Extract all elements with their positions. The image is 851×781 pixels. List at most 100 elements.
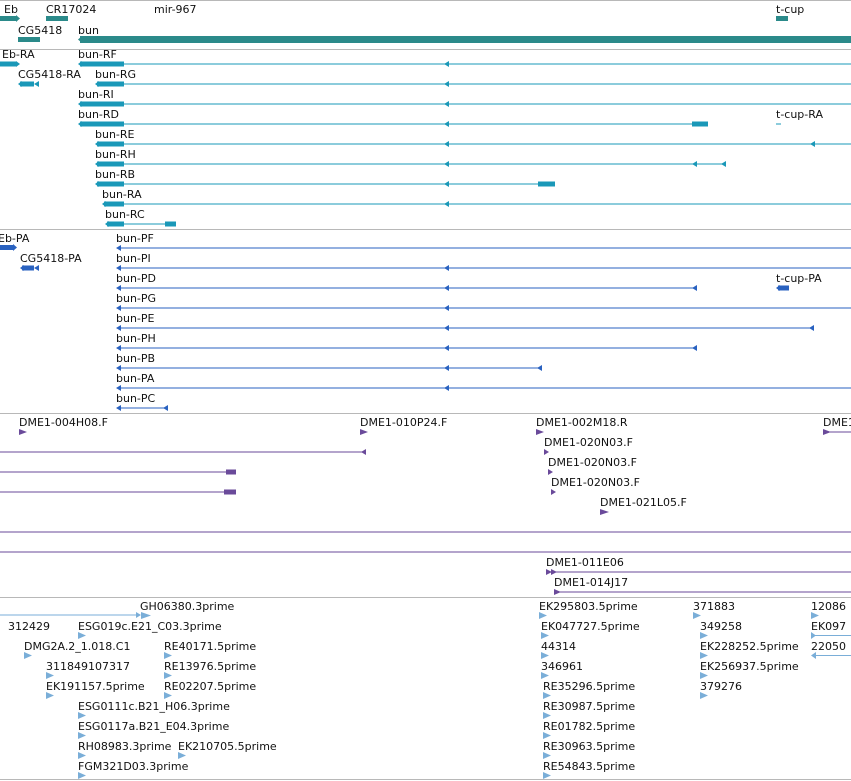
- transcript-label-bun-re[interactable]: bun-RE: [95, 128, 135, 141]
- est-label-312429[interactable]: 312429: [8, 620, 50, 633]
- est-311849[interactable]: [46, 672, 54, 679]
- clone-020n03-c[interactable]: [551, 489, 556, 495]
- clone-line-492[interactable]: [0, 489, 236, 495]
- est-line-635-right[interactable]: [811, 632, 851, 639]
- est-ek047727[interactable]: [541, 632, 549, 639]
- gene-feature-t-cup[interactable]: [776, 16, 788, 21]
- protein-bun-pi[interactable]: [116, 265, 851, 271]
- gene-feature-bun[interactable]: [78, 36, 851, 43]
- protein-label-bun-pa[interactable]: bun-PA: [116, 372, 155, 385]
- transcript-label-bun-ri[interactable]: bun-RI: [78, 88, 114, 101]
- transcript-label-bun-rh[interactable]: bun-RH: [95, 148, 136, 161]
- est-label-371883[interactable]: 371883: [693, 600, 735, 613]
- est-dmg2a[interactable]: [24, 652, 32, 659]
- protein-label-bun-pi[interactable]: bun-PI: [116, 252, 151, 265]
- clone-002m18[interactable]: [536, 429, 544, 435]
- est-gh06380[interactable]: [141, 612, 151, 619]
- est-label-re01782-5prime[interactable]: RE01782.5prime: [543, 720, 635, 733]
- gene-feature-cr17024[interactable]: [46, 16, 68, 21]
- clone-020n03-b[interactable]: [548, 469, 553, 475]
- clone-label-dme1-004h08-f[interactable]: DME1-004H08.F: [19, 416, 108, 429]
- clone-label-dme1-002m18-r[interactable]: DME1-002M18.R: [536, 416, 628, 429]
- est-label-ek047727-5prime[interactable]: EK047727.5prime: [541, 620, 640, 633]
- est-label-311849107317[interactable]: 311849107317: [46, 660, 130, 673]
- transcript-bun-rg[interactable]: [95, 81, 851, 87]
- est-line-655-right[interactable]: [811, 652, 851, 659]
- clone-label-dme1-021l05-f[interactable]: DME1-021L05.F: [600, 496, 687, 509]
- est-re30963[interactable]: [543, 752, 551, 759]
- gene-label-cg5418[interactable]: CG5418: [18, 24, 62, 37]
- protein-bun-pa[interactable]: [116, 385, 851, 391]
- est-label-44314[interactable]: 44314: [541, 640, 576, 653]
- protein-bun-ph[interactable]: [116, 345, 697, 351]
- est-rh08983[interactable]: [78, 752, 86, 759]
- est-re35296[interactable]: [543, 692, 551, 699]
- est-346961[interactable]: [541, 672, 549, 679]
- est-label-349258[interactable]: 349258: [700, 620, 742, 633]
- est-ek210705[interactable]: [178, 752, 186, 759]
- transcript-bun-rc[interactable]: [105, 221, 176, 227]
- gene-label-eb[interactable]: Eb: [4, 3, 18, 16]
- clone-label-dme1[interactable]: DME1: [823, 416, 851, 429]
- clone-011e06[interactable]: [546, 569, 851, 575]
- clone-line-472[interactable]: [0, 469, 236, 475]
- est-label-re40171-5prime[interactable]: RE40171.5prime: [164, 640, 256, 653]
- transcript-label-bun-rf[interactable]: bun-RF: [78, 48, 117, 61]
- clone-021l05[interactable]: [600, 509, 609, 515]
- protein-label-bun-pc[interactable]: bun-PC: [116, 392, 156, 405]
- clone-label-dme1-020n03-f[interactable]: DME1-020N03.F: [551, 476, 640, 489]
- est-re30987[interactable]: [543, 712, 551, 719]
- est-esg0117a[interactable]: [78, 732, 86, 739]
- protein-bun-pf[interactable]: [116, 245, 851, 251]
- est-line-615[interactable]: [0, 612, 141, 618]
- est-esg019c[interactable]: [78, 632, 86, 639]
- est-12086[interactable]: [811, 612, 819, 619]
- est-re54843[interactable]: [543, 772, 551, 779]
- clone-010p24[interactable]: [360, 429, 368, 435]
- transcript-eb-ra[interactable]: [0, 61, 20, 67]
- clone-020n03-a[interactable]: [544, 449, 549, 455]
- est-ek256937[interactable]: [700, 672, 708, 679]
- protein-bun-pb[interactable]: [116, 365, 542, 371]
- est-label-12086[interactable]: 12086: [811, 600, 846, 613]
- est-349258[interactable]: [700, 632, 708, 639]
- est-label-ek210705-5prime[interactable]: EK210705.5prime: [178, 740, 277, 753]
- protein-bun-pg[interactable]: [116, 305, 851, 311]
- est-label-ek097[interactable]: EK097: [811, 620, 846, 633]
- transcript-label-t-cup-ra[interactable]: t-cup-RA: [776, 108, 823, 121]
- clone-label-dme1-020n03-f[interactable]: DME1-020N03.F: [544, 436, 633, 449]
- protein-bun-pc[interactable]: [116, 405, 168, 411]
- transcript-bun-rd[interactable]: [78, 121, 708, 127]
- transcript-bun-ri[interactable]: [78, 101, 851, 107]
- est-label-re54843-5prime[interactable]: RE54843.5prime: [543, 760, 635, 773]
- transcript-label-bun-ra[interactable]: bun-RA: [102, 188, 142, 201]
- est-re40171[interactable]: [164, 652, 172, 659]
- clone-label-dme1-020n03-f[interactable]: DME1-020N03.F: [548, 456, 637, 469]
- protein-bun-pd[interactable]: [116, 285, 697, 291]
- est-re01782[interactable]: [543, 732, 551, 739]
- protein-label-bun-pg[interactable]: bun-PG: [116, 292, 156, 305]
- est-label-esg019c-e21-c03-3prime[interactable]: ESG019c.E21_C03.3prime: [78, 620, 222, 633]
- transcript-cg5418-ra[interactable]: [18, 81, 39, 87]
- clone-label-dme1-014j17[interactable]: DME1-014J17: [554, 576, 628, 589]
- gene-feature-eb[interactable]: [0, 15, 20, 22]
- gene-feature-cg5418[interactable]: [18, 37, 40, 42]
- protein-bun-pe[interactable]: [116, 325, 814, 331]
- est-label-dmg2a-2-1-018-c1[interactable]: DMG2A.2_1.018.C1: [24, 640, 130, 653]
- gene-label-t-cup[interactable]: t-cup: [776, 3, 804, 16]
- est-label-re02207-5prime[interactable]: RE02207.5prime: [164, 680, 256, 693]
- est-379276[interactable]: [700, 692, 708, 699]
- protein-t-cup-pa[interactable]: [776, 285, 789, 291]
- protein-label-bun-pd[interactable]: bun-PD: [116, 272, 156, 285]
- clone-014j17[interactable]: [554, 589, 851, 595]
- protein-label-bun-pb[interactable]: bun-PB: [116, 352, 155, 365]
- est-371883[interactable]: [693, 612, 701, 619]
- transcript-bun-ra[interactable]: [102, 201, 851, 207]
- est-re13976[interactable]: [164, 672, 172, 679]
- est-label-re30963-5prime[interactable]: RE30963.5prime: [543, 740, 635, 753]
- est-label-fgm321d03-3prime[interactable]: FGM321D03.3prime: [78, 760, 189, 773]
- transcript-bun-rh[interactable]: [95, 161, 726, 167]
- protein-label-t-cup-pa[interactable]: t-cup-PA: [776, 272, 822, 285]
- protein-label-bun-ph[interactable]: bun-PH: [116, 332, 156, 345]
- gene-label-cr17024[interactable]: CR17024: [46, 3, 96, 16]
